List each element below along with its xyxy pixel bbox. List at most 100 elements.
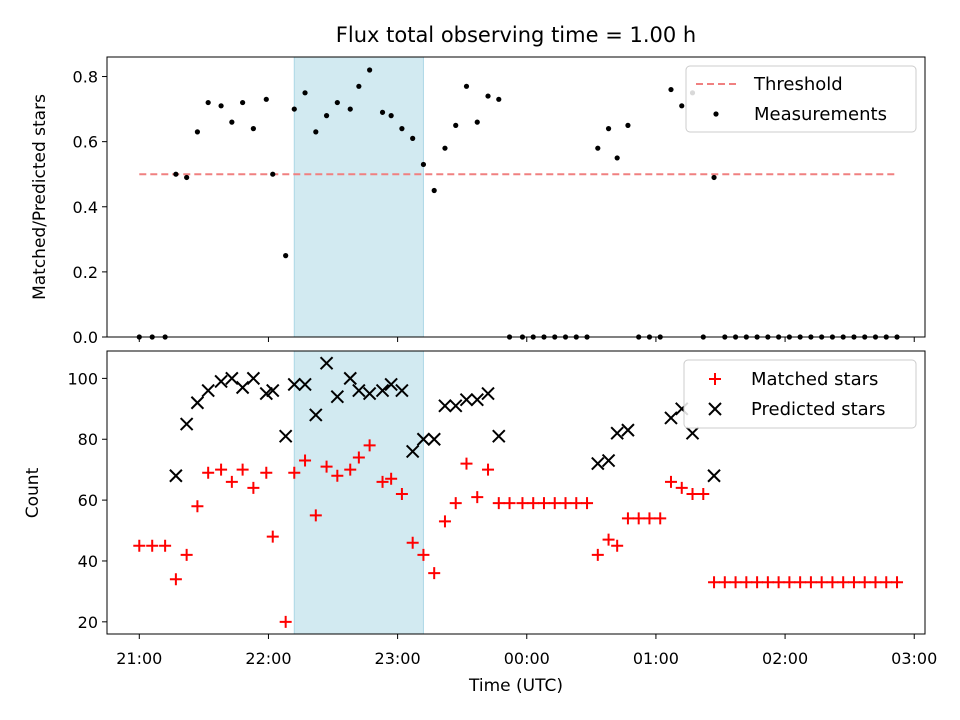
measurement-point: [291, 106, 297, 112]
count-plot-frame: [106, 350, 926, 635]
matched-star-point: [826, 576, 839, 589]
matched-star-point: [376, 475, 389, 488]
predicted-star-point: [330, 389, 345, 404]
ratio-y-ticks: 0.0 0.2 0.4 0.6 0.8: [73, 68, 107, 347]
predicted-star-point: [492, 429, 506, 443]
matched-star-point: [516, 497, 529, 510]
predicted-star-point: [246, 371, 261, 386]
measurement-point: [302, 90, 308, 96]
matched-star-point: [794, 576, 807, 589]
measurement-point: [605, 126, 612, 132]
matched-star-point: [428, 567, 441, 580]
matched-star-point: [279, 615, 292, 628]
count-legend: Matched stars Predicted stars: [683, 359, 917, 429]
count-panel: 20 40 60 80 100 21:00 22:00 23:00 00:00 01:00 02:…: [23, 350, 937, 668]
matched-star-point: [344, 463, 357, 476]
measurement-point: [218, 103, 224, 109]
matched-star-point: [202, 466, 215, 479]
predicted-star-point: [201, 383, 215, 398]
matched-star-point: [880, 576, 893, 589]
predicted-star-point: [214, 374, 228, 389]
matched-star-point: [266, 530, 279, 543]
count-legend-box: [683, 359, 917, 429]
legend-threshold-label: Threshold: [753, 74, 843, 95]
measurement-point: [240, 99, 246, 106]
predicted-star-point: [481, 386, 495, 401]
legend-measurements-swatch: [713, 111, 719, 117]
measurement-point: [463, 83, 470, 89]
predicted-star-point: [427, 432, 441, 446]
measurement-point: [270, 171, 276, 177]
matched-star-point: [236, 463, 249, 476]
measurement-point: [194, 129, 201, 135]
predicted-star-point: [169, 469, 183, 483]
ratio-legend: Threshold Measurements: [685, 65, 917, 133]
predicted-star-point: [591, 456, 605, 471]
matched-star-point: [740, 576, 753, 589]
y-tick-label: 0.6: [73, 133, 98, 152]
matched-star-point: [503, 497, 516, 510]
predicted-star-point: [685, 426, 700, 440]
predicted-star-point: [470, 392, 484, 407]
predicted-star-point: [179, 417, 194, 431]
predicted-star-point: [298, 377, 312, 392]
matched-star-point: [449, 497, 462, 510]
measurement-point: [347, 106, 353, 112]
matched-star-point: [837, 576, 850, 589]
legend-predicted-swatch: [708, 402, 722, 416]
measurement-point: [442, 145, 448, 151]
matched-star-point: [611, 539, 624, 552]
measurement-point: [367, 67, 373, 73]
measurement-point: [205, 99, 211, 106]
y-tick-label: 80: [78, 430, 98, 449]
y-tick-label: 0.0: [73, 328, 98, 347]
measurement-point: [453, 122, 459, 128]
matched-star-point: [482, 463, 495, 476]
predicted-star-point: [278, 429, 293, 443]
matched-star-point: [718, 576, 731, 589]
matched-star-point: [215, 463, 228, 476]
matched-star-point: [133, 539, 146, 552]
measurement-point: [711, 174, 717, 181]
count-points: [133, 356, 904, 628]
matched-star-point: [664, 475, 677, 488]
predicted-star-point: [621, 423, 635, 437]
measurement-point: [668, 86, 674, 93]
predicted-star-point: [664, 411, 678, 425]
matched-star-point: [180, 548, 193, 561]
legend-matched-label: Matched stars: [751, 369, 878, 390]
y-tick-label: 60: [78, 491, 98, 510]
matched-star-point: [686, 488, 699, 501]
measurement-point: [184, 174, 190, 181]
measurement-point: [420, 161, 427, 168]
matched-star-point: [708, 576, 721, 589]
matched-star-point: [581, 497, 594, 510]
predicted-star-point: [287, 377, 301, 392]
predicted-star-point: [375, 383, 390, 398]
matched-star-point: [548, 497, 561, 510]
y-tick-label: 100: [67, 369, 98, 388]
matched-star-point: [352, 451, 365, 464]
matched-star-point: [591, 548, 604, 561]
matched-star-point: [869, 576, 882, 589]
matched-star-point: [225, 475, 238, 488]
matched-star-point: [559, 497, 572, 510]
matched-star-point: [146, 539, 159, 552]
matched-star-point: [527, 497, 540, 510]
matched-star-point: [621, 512, 634, 525]
matched-star-point: [385, 472, 398, 485]
predicted-star-point: [601, 453, 616, 468]
measurement-point: [410, 135, 416, 141]
predicted-star-point: [610, 426, 624, 440]
matched-star-point: [729, 576, 742, 589]
measurement-point: [625, 122, 631, 128]
matched-star-point: [331, 469, 344, 482]
measurement-point: [399, 126, 405, 132]
measurement-point: [679, 103, 685, 109]
matched-star-point: [772, 576, 785, 589]
matched-star-point: [492, 497, 505, 510]
predicted-star-point: [459, 392, 474, 407]
ratio-plot-frame: [106, 56, 926, 338]
x-tick-label: 23:00: [375, 649, 421, 668]
